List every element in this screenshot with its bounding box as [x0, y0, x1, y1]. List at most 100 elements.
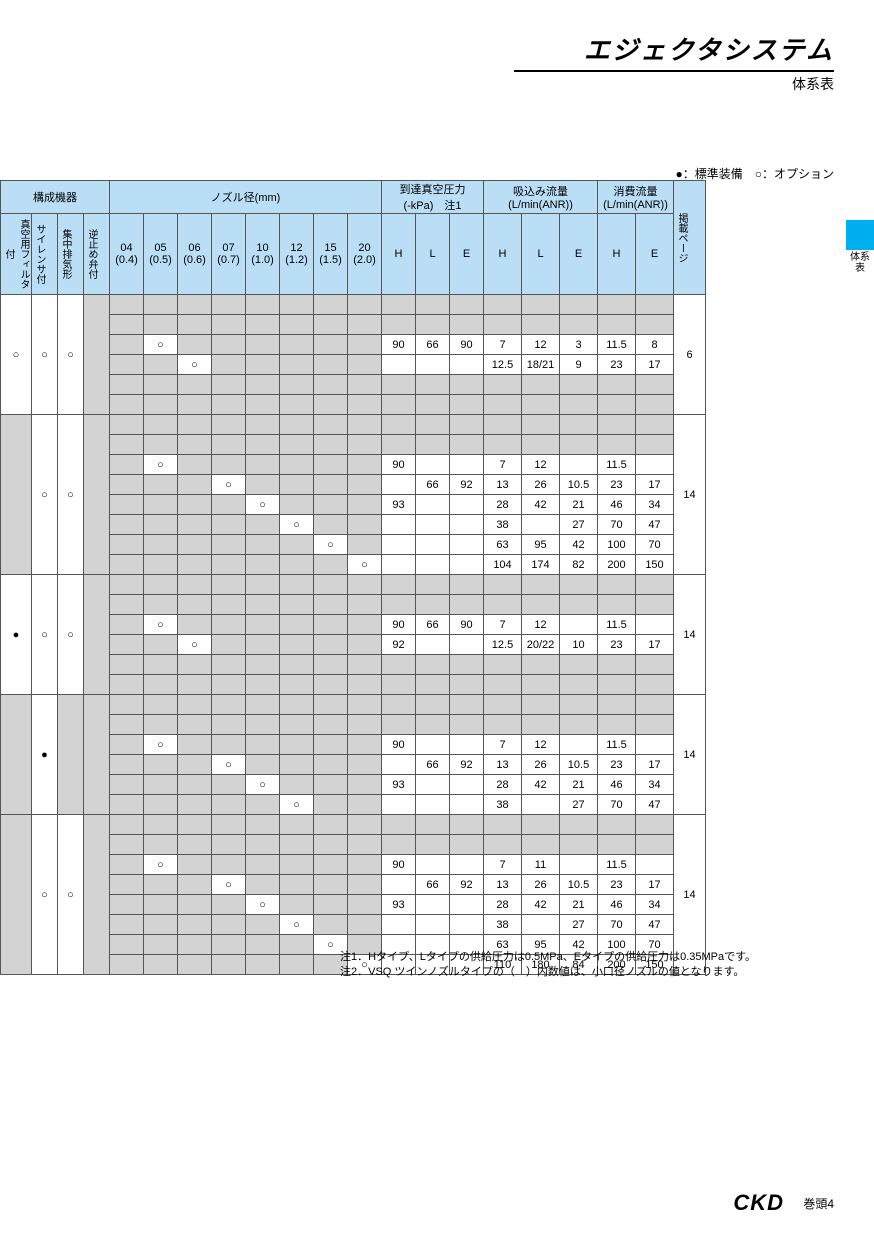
nozzle-cell: [212, 695, 246, 715]
vac-cell: [450, 315, 484, 335]
vac-cell: [416, 815, 450, 835]
hdr-group3-s: (-kPa) 注1: [382, 197, 483, 213]
nozzle-cell: [110, 775, 144, 795]
nozzle-cell: [280, 455, 314, 475]
con-cell: 46: [598, 495, 636, 515]
con-cell: [598, 815, 636, 835]
nozzle-cell: [212, 655, 246, 675]
nozzle-cell: [246, 515, 280, 535]
vac-cell: [450, 735, 484, 755]
vac-cell: [382, 795, 416, 815]
suc-cell: [522, 515, 560, 535]
equip-cell: [1, 695, 32, 815]
vac-cell: 66: [416, 475, 450, 495]
vac-cell: 92: [382, 635, 416, 655]
suc-cell: 95: [522, 535, 560, 555]
nozzle-cell: [212, 395, 246, 415]
nozzle-cell: [246, 715, 280, 735]
hdr-con: E: [636, 214, 674, 295]
nozzle-cell: [144, 715, 178, 735]
vac-cell: [416, 675, 450, 695]
equip-cell: [84, 295, 110, 415]
nozzle-cell: [178, 955, 212, 975]
vac-cell: [450, 515, 484, 535]
nozzle-cell: [246, 555, 280, 575]
nozzle-cell: [110, 515, 144, 535]
nozzle-cell: [314, 515, 348, 535]
suc-cell: 27: [560, 515, 598, 535]
con-cell: [636, 595, 674, 615]
nozzle-cell: [246, 315, 280, 335]
nozzle-cell: [348, 855, 382, 875]
suc-cell: [560, 375, 598, 395]
vac-cell: [450, 855, 484, 875]
nozzle-cell: [246, 755, 280, 775]
nozzle-cell: [314, 695, 348, 715]
nozzle-cell: [110, 915, 144, 935]
nozzle-cell: [348, 415, 382, 435]
nozzle-cell: [280, 715, 314, 735]
con-cell: 47: [636, 515, 674, 535]
nozzle-cell: [110, 295, 144, 315]
nozzle-cell: [314, 435, 348, 455]
suc-cell: [560, 655, 598, 675]
nozzle-cell: ○: [280, 795, 314, 815]
vac-cell: [450, 695, 484, 715]
suc-cell: [560, 315, 598, 335]
nozzle-cell: [246, 695, 280, 715]
nozzle-cell: [212, 715, 246, 735]
nozzle-cell: [280, 395, 314, 415]
nozzle-cell: [314, 855, 348, 875]
con-cell: 150: [636, 555, 674, 575]
nozzle-cell: [110, 955, 144, 975]
vac-cell: [382, 295, 416, 315]
suc-cell: 10.5: [560, 875, 598, 895]
nozzle-cell: [178, 375, 212, 395]
side-tab: [846, 220, 874, 250]
hdr-hle: E: [450, 214, 484, 295]
nozzle-cell: [314, 735, 348, 755]
nozzle-cell: [178, 655, 212, 675]
page-cell: 6: [674, 295, 706, 415]
suc-cell: [484, 415, 522, 435]
hdr-group4-t: 吸込み流量: [484, 183, 597, 199]
vac-cell: [450, 415, 484, 435]
nozzle-cell: [246, 355, 280, 375]
nozzle-cell: [110, 735, 144, 755]
nozzle-cell: [246, 815, 280, 835]
nozzle-cell: [280, 415, 314, 435]
nozzle-cell: [348, 335, 382, 355]
vac-cell: [416, 415, 450, 435]
con-cell: 46: [598, 895, 636, 915]
nozzle-cell: [110, 475, 144, 495]
suc-cell: [522, 595, 560, 615]
suc-cell: 13: [484, 475, 522, 495]
hdr-page-col: 掲載ページ: [674, 181, 706, 295]
vac-cell: [450, 355, 484, 375]
nozzle-cell: [178, 315, 212, 335]
con-cell: 70: [598, 795, 636, 815]
nozzle-cell: [110, 615, 144, 635]
hdr-nozzle-20: 20(2.0): [348, 214, 382, 295]
suc-cell: [484, 435, 522, 455]
nozzle-cell: [212, 795, 246, 815]
con-cell: 23: [598, 635, 636, 655]
nozzle-cell: [144, 315, 178, 335]
con-cell: [598, 295, 636, 315]
nozzle-cell: [178, 775, 212, 795]
con-cell: [598, 715, 636, 735]
hdr-group3-top: 到達真空圧力 (-kPa) 注1: [382, 181, 484, 214]
nozzle-cell: [178, 575, 212, 595]
footnotes: 注1．Hタイプ、Lタイプの供給圧力は0.5MPa、Eタイプの供給圧力は0.35M…: [340, 950, 756, 981]
suc-cell: 38: [484, 795, 522, 815]
nozzle-cell: [246, 735, 280, 755]
nozzle-cell: [348, 395, 382, 415]
vac-cell: 93: [382, 495, 416, 515]
nozzle-cell: [212, 675, 246, 695]
suc-cell: [522, 315, 560, 335]
page-number: 巻頭4: [803, 1195, 834, 1212]
nozzle-cell: [314, 835, 348, 855]
con-cell: [636, 395, 674, 415]
table-row: ○○○6: [1, 295, 706, 315]
nozzle-cell: [212, 315, 246, 335]
